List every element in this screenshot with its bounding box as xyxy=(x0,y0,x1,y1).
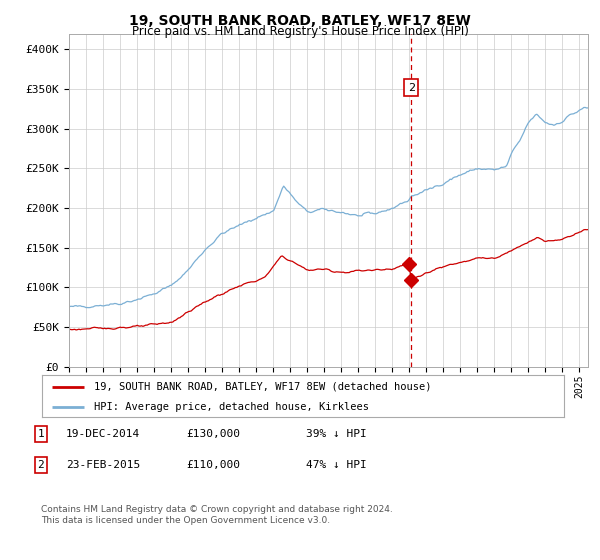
Text: Price paid vs. HM Land Registry's House Price Index (HPI): Price paid vs. HM Land Registry's House … xyxy=(131,25,469,38)
Text: 19, SOUTH BANK ROAD, BATLEY, WF17 8EW: 19, SOUTH BANK ROAD, BATLEY, WF17 8EW xyxy=(129,14,471,28)
Text: £110,000: £110,000 xyxy=(186,460,240,470)
Text: HPI: Average price, detached house, Kirklees: HPI: Average price, detached house, Kirk… xyxy=(94,402,369,412)
Text: 39% ↓ HPI: 39% ↓ HPI xyxy=(306,429,367,439)
Text: 1: 1 xyxy=(37,429,44,439)
Text: 23-FEB-2015: 23-FEB-2015 xyxy=(66,460,140,470)
Text: 47% ↓ HPI: 47% ↓ HPI xyxy=(306,460,367,470)
Text: £130,000: £130,000 xyxy=(186,429,240,439)
Text: 2: 2 xyxy=(37,460,44,470)
Text: 19-DEC-2014: 19-DEC-2014 xyxy=(66,429,140,439)
Text: 2: 2 xyxy=(408,82,415,92)
Text: Contains HM Land Registry data © Crown copyright and database right 2024.
This d: Contains HM Land Registry data © Crown c… xyxy=(41,505,392,525)
Text: 19, SOUTH BANK ROAD, BATLEY, WF17 8EW (detached house): 19, SOUTH BANK ROAD, BATLEY, WF17 8EW (d… xyxy=(94,382,432,392)
